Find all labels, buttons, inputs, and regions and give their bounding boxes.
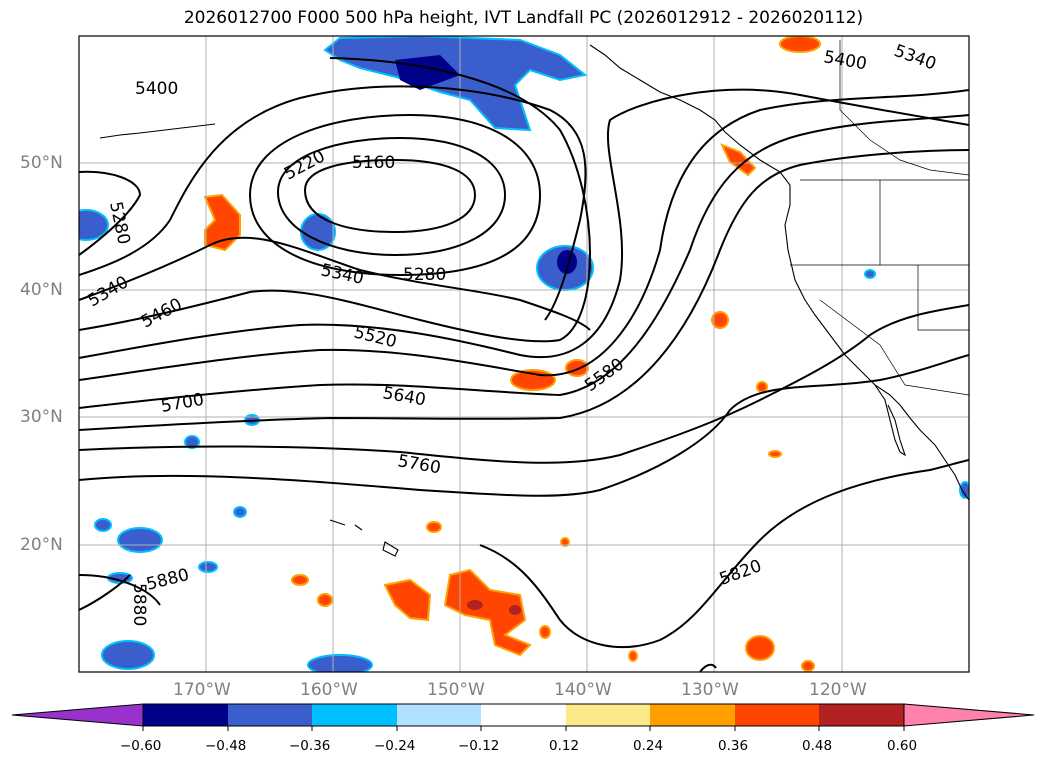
contour-label: 5340 bbox=[85, 272, 132, 311]
contour-label: 5220 bbox=[281, 146, 329, 184]
colorbar-swatch bbox=[650, 704, 735, 726]
contour-label: 5280 bbox=[105, 200, 134, 246]
contour-label: 5400 bbox=[822, 47, 868, 74]
colorbar-tick-label: 0.12 bbox=[549, 738, 580, 754]
colorbar-tick-label: 0.60 bbox=[887, 738, 918, 754]
colorbar-swatch bbox=[228, 704, 312, 726]
lat-label: 20°N bbox=[20, 535, 63, 555]
colorbar-tick-label: −0.60 bbox=[120, 738, 162, 754]
contour-label: 5520 bbox=[352, 322, 399, 352]
contour-label: 5160 bbox=[352, 153, 395, 173]
contour-label: 5880 bbox=[144, 565, 191, 595]
height-contours bbox=[79, 57, 969, 672]
lat-label: 30°N bbox=[20, 407, 63, 427]
contour-label: 5400 bbox=[135, 79, 178, 99]
colorbar-swatch bbox=[481, 704, 566, 726]
lat-label: 40°N bbox=[20, 280, 63, 300]
positive-ivt-patches bbox=[203, 143, 815, 672]
lat-label: 50°N bbox=[20, 153, 63, 173]
contour-label: 5880 bbox=[129, 583, 149, 626]
coastlines bbox=[99, 40, 969, 557]
colorbar bbox=[11, 703, 1035, 731]
colorbar-swatch bbox=[312, 704, 397, 726]
colorbar-extend-left bbox=[11, 703, 144, 727]
map-title: 2026012700 F000 500 hPa height, IVT Land… bbox=[183, 8, 864, 28]
colorbar-swatch bbox=[735, 704, 819, 726]
map-frame bbox=[78, 35, 970, 673]
contour-label: 5700 bbox=[159, 390, 205, 417]
colorbar-extend-right bbox=[903, 703, 1035, 727]
colorbar-tick-label: −0.48 bbox=[205, 738, 247, 754]
colorbar-tick-label: 0.48 bbox=[802, 738, 833, 754]
colorbar-swatch bbox=[397, 704, 481, 726]
colorbar-swatch bbox=[819, 704, 904, 726]
lon-label: 160°W bbox=[300, 680, 358, 700]
contour-label: 5280 bbox=[403, 265, 446, 285]
colorbar-tick-label: −0.12 bbox=[458, 738, 500, 754]
lon-label: 150°W bbox=[427, 680, 485, 700]
lon-label: 140°W bbox=[554, 680, 612, 700]
colorbar-tick-label: −0.24 bbox=[374, 738, 416, 754]
negative-ivt-patches bbox=[79, 36, 969, 672]
gridlines bbox=[79, 36, 969, 672]
colorbar-swatch bbox=[143, 704, 228, 726]
lon-label: 130°W bbox=[681, 680, 739, 700]
contour-label: 5460 bbox=[138, 294, 186, 332]
colorbar-swatch bbox=[566, 704, 650, 726]
lon-label: 120°W bbox=[809, 680, 867, 700]
colorbar-tick-label: −0.36 bbox=[289, 738, 331, 754]
contour-label: 5340 bbox=[319, 260, 365, 289]
contour-label: 5340 bbox=[891, 41, 938, 75]
colorbar-tick-label: 0.36 bbox=[718, 738, 749, 754]
lon-label: 170°W bbox=[173, 680, 231, 700]
colorbar-tick-label: 0.24 bbox=[633, 738, 664, 754]
